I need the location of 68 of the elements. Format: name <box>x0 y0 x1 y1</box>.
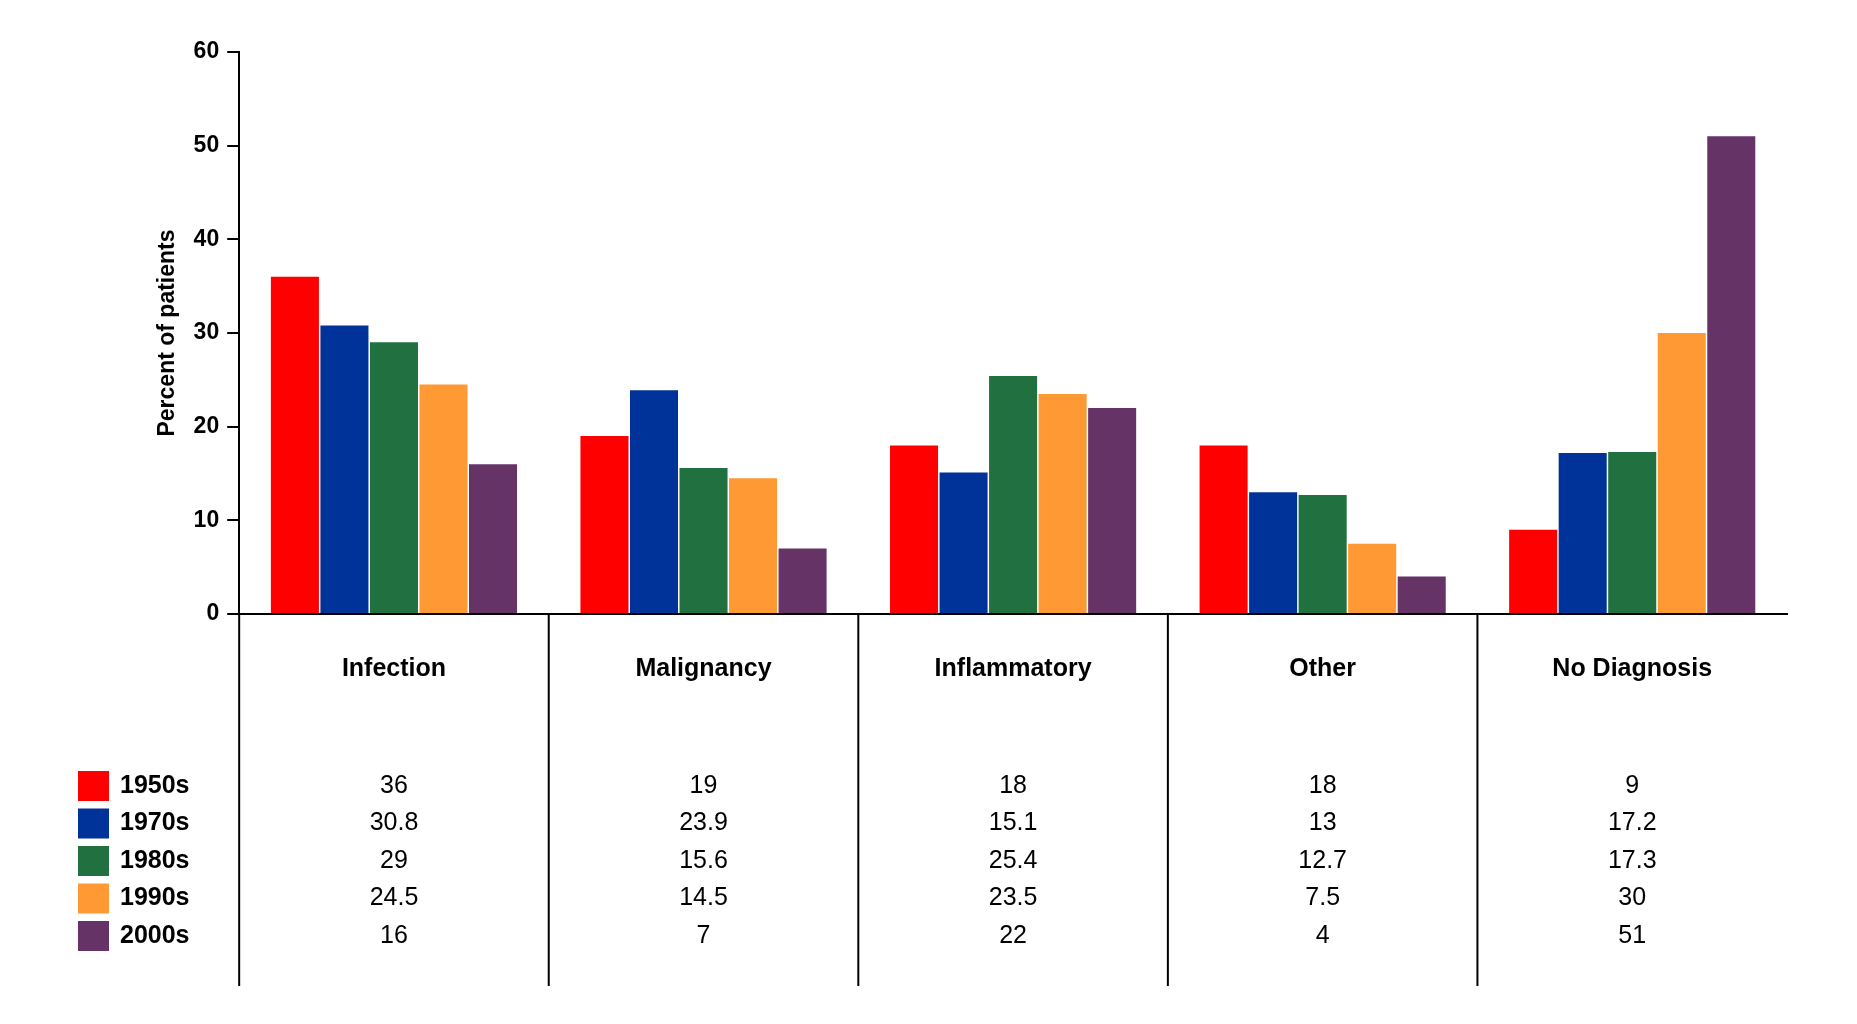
bar <box>1249 492 1298 613</box>
legend-label: 1990s <box>120 882 190 911</box>
y-axis-title: Percent of patients <box>153 229 180 437</box>
bar <box>778 548 827 613</box>
data-label: 17.3 <box>1607 844 1657 873</box>
bar <box>1558 452 1607 613</box>
y-tick-label: 60 <box>193 37 220 64</box>
bar <box>469 464 518 613</box>
y-tick-label: 0 <box>206 599 220 626</box>
x-tick-label: No Diagnosis <box>1552 652 1713 681</box>
data-label: 7 <box>696 919 711 948</box>
data-label: 23.5 <box>988 882 1038 911</box>
data-label: 9 <box>1625 769 1640 798</box>
bar <box>1707 136 1756 613</box>
data-label: 7.5 <box>1305 882 1341 911</box>
bar <box>629 390 679 613</box>
bar <box>939 472 988 613</box>
data-label: 23.9 <box>679 807 728 836</box>
bar <box>419 384 468 613</box>
bar <box>679 467 728 613</box>
data-label: 15.1 <box>988 807 1038 836</box>
y-tick-label: 10 <box>193 505 220 532</box>
data-label: 17.2 <box>1607 807 1657 836</box>
legend-label: 1980s <box>120 844 190 873</box>
bar <box>1298 495 1347 613</box>
bar <box>320 325 369 613</box>
y-tick-label: 50 <box>193 131 220 158</box>
data-label: 29 <box>380 844 408 873</box>
bar <box>1509 529 1558 613</box>
legend-label: 1950s <box>120 769 190 798</box>
data-label: 24.5 <box>369 882 419 911</box>
data-label: 4 <box>1315 919 1330 948</box>
bar <box>369 342 418 613</box>
bar <box>729 478 778 613</box>
data-label: 22 <box>999 919 1027 948</box>
y-tick-label: 40 <box>193 224 220 251</box>
bar <box>890 445 939 613</box>
bar <box>1038 393 1087 613</box>
bar <box>580 436 629 613</box>
data-label: 14.5 <box>679 882 728 911</box>
y-tick-label: 30 <box>193 318 220 345</box>
data-label: 51 <box>1618 919 1647 948</box>
data-label: 18 <box>999 769 1027 798</box>
x-tick-label: Malignancy <box>635 652 772 681</box>
data-label: 30.8 <box>369 807 419 836</box>
legend-label: 1970s <box>120 807 190 836</box>
bar <box>270 276 319 613</box>
bar <box>1348 543 1397 613</box>
data-label: 13 <box>1308 807 1337 836</box>
bar <box>1608 451 1657 613</box>
data-label: 18 <box>1308 769 1337 798</box>
data-label: 30 <box>1618 882 1647 911</box>
data-label: 19 <box>689 769 718 798</box>
bar <box>989 376 1038 613</box>
data-label: 16 <box>380 919 408 948</box>
bar <box>1657 333 1706 613</box>
data-label: 25.4 <box>988 844 1038 873</box>
x-tick-label: Other <box>1289 652 1357 681</box>
x-tick-label: Inflammatory <box>934 652 1092 681</box>
data-label: 12.7 <box>1298 844 1347 873</box>
bar <box>1397 576 1446 613</box>
legend-label: 2000s <box>120 919 190 948</box>
data-label: 15.6 <box>679 844 728 873</box>
bar <box>1199 445 1248 613</box>
bar <box>1088 407 1137 613</box>
x-tick-label: Infection <box>341 652 447 681</box>
y-tick-label: 20 <box>193 412 220 439</box>
data-label: 36 <box>380 769 408 798</box>
